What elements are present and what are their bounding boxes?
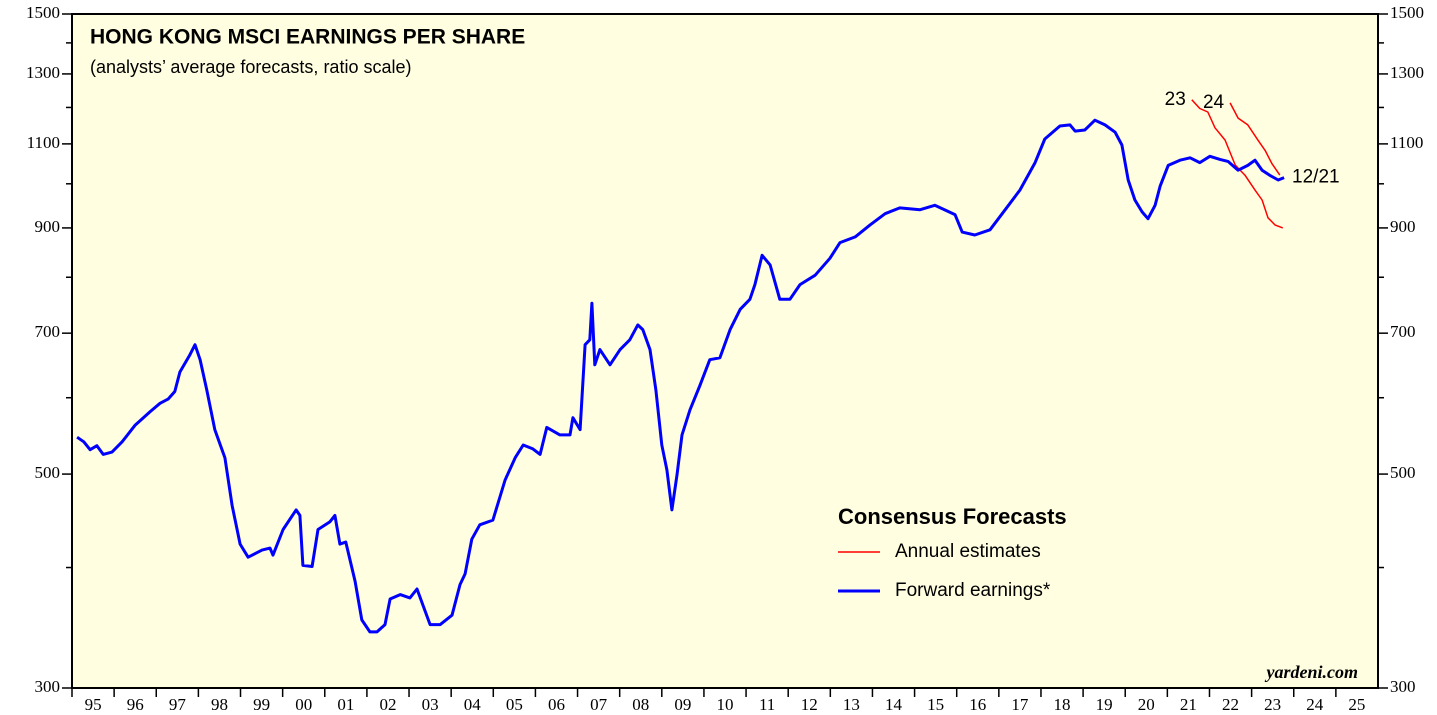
y-tick-label: 900: [35, 217, 61, 236]
x-tick-label: 11: [759, 695, 775, 714]
x-tick-label: 08: [632, 695, 649, 714]
x-tick-label: 97: [169, 695, 187, 714]
x-tick-label: 18: [1054, 695, 1071, 714]
x-tick-label: 10: [717, 695, 734, 714]
x-tick-label: 24: [1306, 695, 1324, 714]
x-tick-label: 22: [1222, 695, 1239, 714]
x-tick-label: 09: [674, 695, 691, 714]
y2-tick-label: 1100: [1390, 133, 1423, 152]
chart-title: HONG KONG MSCI EARNINGS PER SHARE: [90, 26, 525, 49]
y-tick-label: 1500: [26, 3, 60, 22]
legend-label: Forward earnings*: [895, 580, 1051, 601]
plot-background: [71, 13, 1379, 689]
series-line: [1229, 102, 1281, 176]
series-line: [76, 118, 1285, 634]
x-tick-label: 02: [379, 695, 396, 714]
x-tick-label: 21: [1180, 695, 1197, 714]
x-tick-label: 99: [253, 695, 270, 714]
x-tick-label: 95: [85, 695, 102, 714]
y-tick-label: 1300: [26, 63, 60, 82]
series-label: 23: [1165, 89, 1186, 110]
x-tick-label: 23: [1264, 695, 1281, 714]
y2-tick-label: 700: [1390, 322, 1416, 341]
chart-subtitle: (analysts’ average forecasts, ratio scal…: [90, 57, 411, 77]
x-tick-label: 98: [211, 695, 228, 714]
y-tick-label: 500: [35, 463, 61, 482]
x-tick-label: 12: [801, 695, 818, 714]
y2-tick-label: 900: [1390, 217, 1416, 236]
y2-tick-label: 500: [1390, 463, 1416, 482]
x-tick-label: 19: [1096, 695, 1113, 714]
series-label: 12/21: [1292, 167, 1340, 188]
x-tick-label: 96: [127, 695, 144, 714]
x-tick-label: 25: [1348, 695, 1365, 714]
y2-tick-label: 1300: [1390, 63, 1424, 82]
legend-label: Annual estimates: [895, 541, 1041, 562]
x-tick-label: 05: [506, 695, 523, 714]
y2-tick-label: 1500: [1390, 3, 1424, 22]
x-tick-label: 07: [590, 695, 608, 714]
x-tick-label: 03: [422, 695, 439, 714]
x-tick-label: 14: [885, 695, 903, 714]
x-tick-label: 01: [337, 695, 354, 714]
y-tick-label: 300: [35, 677, 61, 696]
x-tick-label: 17: [1011, 695, 1029, 714]
x-tick-label: 00: [295, 695, 312, 714]
y-tick-label: 1100: [27, 133, 60, 152]
x-tick-label: 13: [843, 695, 860, 714]
y2-tick-label: 300: [1390, 677, 1416, 696]
x-tick-label: 20: [1138, 695, 1155, 714]
x-tick-label: 06: [548, 695, 565, 714]
legend-title: Consensus Forecasts: [838, 504, 1067, 529]
x-tick-label: 15: [927, 695, 944, 714]
x-tick-label: 04: [464, 695, 482, 714]
x-tick-label: 16: [969, 695, 986, 714]
y-tick-label: 700: [35, 322, 61, 341]
source: yardeni.com: [1265, 662, 1359, 682]
series-label: 24: [1203, 92, 1225, 113]
